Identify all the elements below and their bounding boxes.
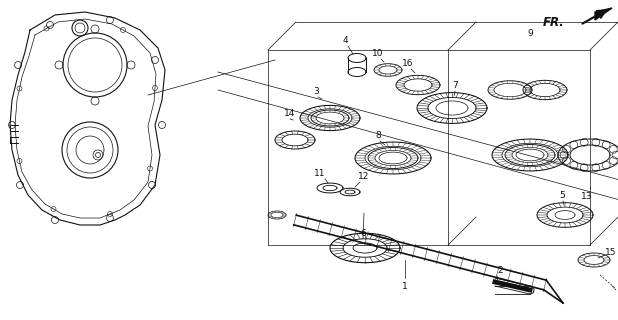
Text: 2: 2 (497, 266, 502, 275)
Text: 16: 16 (402, 59, 413, 68)
Text: 6: 6 (360, 229, 366, 238)
Text: 12: 12 (358, 172, 370, 181)
Text: 3: 3 (313, 87, 319, 96)
Polygon shape (595, 8, 612, 20)
Text: 5: 5 (559, 191, 565, 200)
Text: 8: 8 (375, 131, 381, 140)
Text: 13: 13 (582, 192, 593, 201)
Text: FR.: FR. (543, 15, 565, 28)
Text: 10: 10 (372, 49, 384, 58)
Text: 1: 1 (402, 282, 408, 291)
Text: 14: 14 (284, 109, 295, 118)
Text: 11: 11 (314, 169, 326, 178)
Text: 15: 15 (605, 247, 617, 257)
Text: 9: 9 (527, 29, 533, 38)
Text: 4: 4 (342, 36, 348, 45)
Text: 7: 7 (452, 81, 458, 90)
